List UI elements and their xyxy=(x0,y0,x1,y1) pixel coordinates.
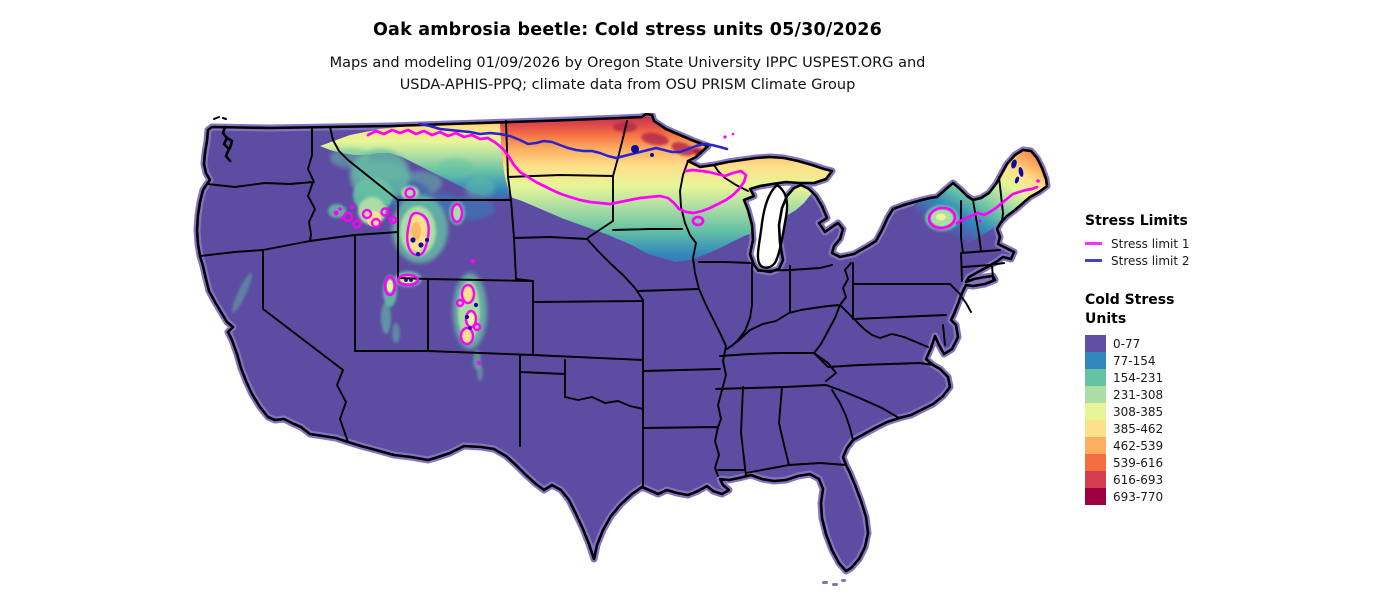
montana-gradient xyxy=(320,123,510,201)
legend-class-row: 154-231 xyxy=(1085,369,1385,386)
legend-class-list: 0-77 77-154 154-231 231-308 308-385 385-… xyxy=(1085,335,1385,505)
legend-units-heading-line1: Cold Stress xyxy=(1085,292,1175,308)
yellowstone-pocket xyxy=(392,195,448,263)
wasatch-pocket xyxy=(381,275,400,343)
legend-swatch xyxy=(1085,471,1106,488)
legend-swatch xyxy=(1085,437,1106,454)
subtitle-line-2: USDA-APHIS-PPQ; climate data from OSU PR… xyxy=(399,77,856,93)
stress-limit-2-line xyxy=(418,122,729,160)
legend-units-heading: Cold Stress Units xyxy=(1085,291,1385,329)
legend-class-row: 693-770 xyxy=(1085,488,1385,505)
legend: Stress Limits Stress limit 1 Stress limi… xyxy=(1085,213,1385,505)
legend-stress-limit-2-row: Stress limit 2 xyxy=(1085,252,1385,269)
puget-sound xyxy=(221,125,234,163)
legend-class-label: 154-231 xyxy=(1113,370,1164,385)
north-plains-gradient xyxy=(500,116,832,262)
legend-units-heading-line2: Units xyxy=(1085,311,1127,327)
stress-limit-1-label: Stress limit 1 xyxy=(1111,236,1190,251)
stress-limit-1-line xyxy=(366,128,1039,230)
legend-swatch xyxy=(1085,403,1106,420)
legend-swatch xyxy=(1085,352,1106,369)
legend-class-label: 539-616 xyxy=(1113,455,1164,470)
legend-swatch xyxy=(1085,335,1106,352)
conus-outline xyxy=(195,113,1049,573)
vancouver-island-fragments xyxy=(213,116,227,120)
legend-stress-limit-1-row: Stress limit 1 xyxy=(1085,235,1385,252)
legend-class-label: 462-539 xyxy=(1113,438,1164,453)
legend-class-label: 231-308 xyxy=(1113,387,1164,402)
legend-class-row: 308-385 xyxy=(1085,403,1385,420)
legend-swatch xyxy=(1085,488,1106,505)
legend-class-row: 0-77 xyxy=(1085,335,1385,352)
subtitle-line-1: Maps and modeling 01/09/2026 by Oregon S… xyxy=(329,55,926,71)
legend-swatch xyxy=(1085,369,1106,386)
legend-class-row: 77-154 xyxy=(1085,352,1385,369)
state-borders xyxy=(199,120,1005,488)
legend-class-label: 308-385 xyxy=(1113,404,1164,419)
legend-swatch xyxy=(1085,454,1106,471)
stress-limit-2-line-swatch xyxy=(1085,259,1102,262)
legend-class-label: 77-154 xyxy=(1113,353,1156,368)
stress-limit-1-dots xyxy=(333,132,1040,365)
stress-limit-1-line-swatch xyxy=(1085,242,1102,245)
cold-core-spots xyxy=(404,145,1024,330)
sierra-streak xyxy=(232,272,252,314)
us-cold-stress-map xyxy=(193,113,1051,586)
legend-swatch xyxy=(1085,386,1106,403)
legend-class-label: 0-77 xyxy=(1113,336,1141,351)
legend-class-row: 616-693 xyxy=(1085,471,1385,488)
figure-subtitle: Maps and modeling 01/09/2026 by Oregon S… xyxy=(180,52,1075,96)
legend-class-row: 385-462 xyxy=(1085,420,1385,437)
figure-title: Oak ambrosia beetle: Cold stress units 0… xyxy=(372,20,883,40)
legend-class-label: 616-693 xyxy=(1113,472,1164,487)
legend-class-row: 539-616 xyxy=(1085,454,1385,471)
legend-swatch xyxy=(1085,420,1106,437)
legend-class-row: 462-539 xyxy=(1085,437,1385,454)
legend-class-label: 385-462 xyxy=(1113,421,1164,436)
legend-stress-limits-heading: Stress Limits xyxy=(1085,213,1188,229)
idaho-pocket xyxy=(350,149,419,227)
stress-limit-2-label: Stress limit 2 xyxy=(1111,253,1190,268)
legend-class-row: 231-308 xyxy=(1085,386,1385,403)
florida-keys xyxy=(822,579,846,586)
legend-class-label: 693-770 xyxy=(1113,489,1164,504)
figure-header: Oak ambrosia beetle: Cold stress units 0… xyxy=(180,0,1075,96)
